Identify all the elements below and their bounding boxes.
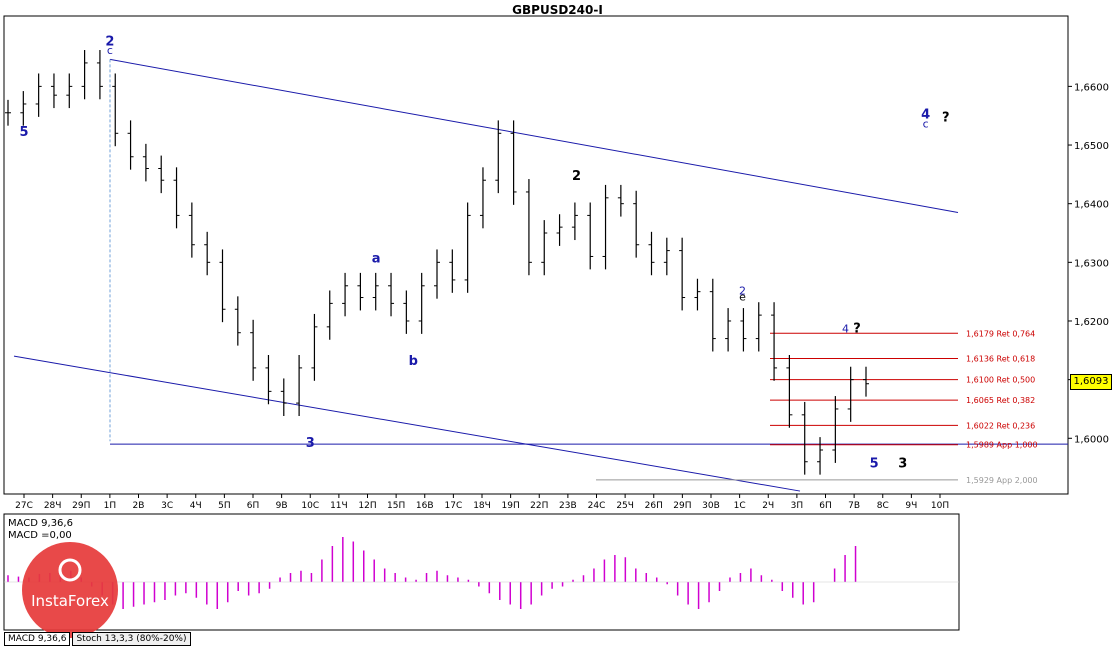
- tab-stoch[interactable]: Stoch 13,3,3 (80%-20%): [72, 632, 191, 646]
- x-tick-label: 6П: [819, 501, 832, 511]
- x-tick-label: 3С: [161, 501, 173, 511]
- y-tick-label: 1,6400: [1074, 200, 1109, 211]
- lower-channel-line: [13, 355, 801, 492]
- y-tick-label: 1,6600: [1074, 82, 1109, 93]
- indicator-tab-bar: MACD 9,36,6 Stoch 13,3,3 (80%-20%): [4, 632, 191, 646]
- chart-title: GBPUSD240-I: [512, 3, 603, 17]
- tab-macd[interactable]: MACD 9,36,6: [4, 632, 71, 646]
- wave-label: a: [372, 251, 381, 266]
- x-tick-label: 15П: [387, 501, 405, 511]
- x-tick-label: 29П: [673, 501, 691, 511]
- x-tick-label: 1С: [734, 501, 746, 511]
- wave-label: 2: [572, 169, 581, 184]
- x-tick-label: 3П: [791, 501, 804, 511]
- macd-value-label: MACD =0,00: [8, 530, 72, 541]
- x-tick-label: 2Ч: [762, 501, 774, 511]
- wave-label: 5: [19, 125, 28, 140]
- x-tick-label: 2В: [133, 501, 145, 511]
- wave-label: 4: [842, 323, 849, 336]
- x-tick-label: 16В: [416, 501, 434, 511]
- macd-label: MACD 9,36,6: [8, 518, 73, 529]
- y-tick-label: 1,6000: [1074, 434, 1109, 445]
- fib-level-label: 1,6136 Ret 0,618: [966, 355, 1035, 364]
- y-tick-label: 1,6300: [1074, 258, 1109, 269]
- wave-label: 3: [306, 436, 315, 451]
- x-tick-label: 6П: [247, 501, 260, 511]
- x-tick-label: 24С: [588, 501, 606, 511]
- x-tick-label: 9В: [276, 501, 288, 511]
- x-tick-label: 18Ч: [473, 501, 491, 511]
- logo-text: InstaForex: [31, 592, 109, 610]
- x-tick-label: 7В: [848, 501, 860, 511]
- x-tick-label: 22П: [530, 501, 548, 511]
- x-tick-label: 19П: [502, 501, 520, 511]
- x-tick-label: 4Ч: [190, 501, 202, 511]
- x-tick-label: 26П: [645, 501, 663, 511]
- wave-label: e: [739, 290, 746, 303]
- x-tick-label: 11Ч: [330, 501, 348, 511]
- y-tick-label: 1,6500: [1074, 141, 1109, 152]
- instaforex-logo-icon: [22, 542, 118, 638]
- x-tick-label: 5П: [218, 501, 231, 511]
- x-tick-label: 27С: [15, 501, 33, 511]
- x-tick-label: 10С: [301, 501, 319, 511]
- fib-level-label: 1,6022 Ret 0,236: [966, 421, 1035, 430]
- x-tick-label: 29П: [72, 501, 90, 511]
- price-panel: [3, 15, 1069, 495]
- fib-level-label: 1,6179 Ret 0,764: [966, 329, 1035, 338]
- x-tick-label: 8С: [877, 501, 889, 511]
- y-tick-label: 1,6200: [1074, 317, 1109, 328]
- x-tick-label: 10П: [931, 501, 949, 511]
- instaforex-logo: InstaForex: [10, 540, 130, 640]
- wave-label: 4: [921, 108, 930, 123]
- fib-level-label: 1,5989 App 1,000: [966, 441, 1038, 450]
- wave-label: 2: [739, 285, 746, 298]
- x-tick-label: 9Ч: [905, 501, 917, 511]
- wave-label: ?: [853, 322, 861, 337]
- x-tick-label: 1П: [104, 501, 117, 511]
- x-tick-label: 30В: [702, 501, 720, 511]
- fib-level-label: 1,5929 App 2,000: [966, 476, 1038, 485]
- x-tick-label: 28Ч: [44, 501, 62, 511]
- macd-panel: [3, 513, 960, 631]
- x-tick-label: 17С: [445, 501, 463, 511]
- upper-channel-line: [109, 58, 959, 213]
- wave-label: c: [107, 44, 113, 57]
- wave-label: 5: [870, 457, 879, 472]
- wave-label: 2: [105, 34, 114, 49]
- wave-label: 3: [898, 457, 907, 472]
- x-tick-label: 23В: [559, 501, 577, 511]
- fib-level-label: 1,6065 Ret 0,382: [966, 396, 1035, 405]
- current-price-box: 1,6093: [1070, 374, 1112, 390]
- wave-label: b: [409, 354, 418, 369]
- x-tick-label: 25Ч: [616, 501, 634, 511]
- x-tick-label: 12П: [358, 501, 376, 511]
- wave-label: ?: [942, 111, 950, 126]
- fib-level-label: 1,6100 Ret 0,500: [966, 376, 1035, 385]
- wave-label: c: [923, 117, 929, 130]
